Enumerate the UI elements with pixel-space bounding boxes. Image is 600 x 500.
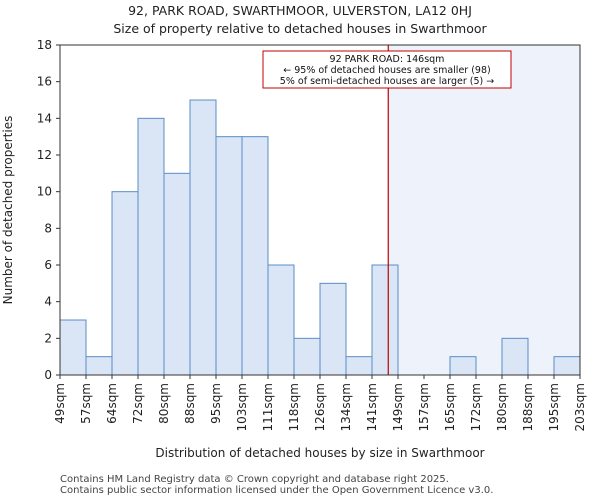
x-tick-label: 88sqm: [183, 383, 197, 424]
chart-subtitle: Size of property relative to detached ho…: [113, 21, 487, 36]
bar-57sqm: [85, 356, 113, 376]
x-tick-label: 195sqm: [547, 383, 561, 431]
y-tick-label: 0: [44, 368, 52, 382]
footer-line-2: Contains public sector information licen…: [60, 485, 494, 496]
annotation-box: [262, 50, 512, 89]
bar-195sqm: [553, 356, 581, 376]
y-tick-label: 10: [37, 185, 52, 199]
bar-141sqm: [371, 264, 399, 376]
y-tick-label: 18: [37, 38, 52, 52]
x-tick-label: 80sqm: [157, 383, 171, 424]
y-tick-label: 8: [44, 221, 52, 235]
highlight-region: [388, 45, 580, 375]
x-tick-label: 180sqm: [495, 383, 509, 431]
bar-95sqm: [215, 136, 243, 376]
x-tick-label: 141sqm: [365, 383, 379, 431]
y-tick-label: 14: [37, 111, 52, 125]
bar-180sqm: [501, 337, 529, 376]
x-tick-label: 157sqm: [417, 383, 431, 431]
bar-103sqm: [241, 136, 269, 376]
annotation-line-2: ← 95% of detached houses are smaller (98…: [283, 65, 490, 76]
x-tick-label: 64sqm: [105, 383, 119, 424]
bar-88sqm: [189, 99, 217, 376]
x-tick-label: 95sqm: [209, 383, 223, 424]
x-axis-label: Distribution of detached houses by size …: [155, 446, 484, 460]
x-tick-label: 72sqm: [131, 383, 145, 424]
histogram-chart: 0 2 4 6 8 10 12 14 16 18 49sqm 57sqm 64sqm 72sqm 80sqm…: [1, 38, 587, 460]
x-tick-label: 111sqm: [261, 383, 275, 431]
x-tick-label: 149sqm: [391, 383, 405, 431]
footer-line-1: Contains HM Land Registry data © Crown c…: [60, 474, 449, 485]
y-tick-label: 12: [37, 148, 52, 162]
y-axis-label: Number of detached properties: [1, 116, 15, 305]
y-tick-label: 16: [37, 75, 52, 89]
bar-134sqm: [345, 356, 373, 376]
bar-118sqm: [293, 337, 321, 376]
x-tick-label: 165sqm: [443, 383, 457, 431]
chart-title: 92, PARK ROAD, SWARTHMOOR, ULVERSTON, LA…: [128, 3, 472, 18]
x-tick-label: 103sqm: [235, 383, 249, 431]
y-tick-label: 4: [44, 295, 52, 309]
x-tick-label: 188sqm: [521, 383, 535, 431]
x-tick-label: 126sqm: [313, 383, 327, 431]
bar-80sqm: [163, 172, 191, 376]
x-tick-label: 49sqm: [53, 383, 67, 424]
bar-111sqm: [267, 264, 295, 376]
x-tick-label: 172sqm: [469, 383, 483, 431]
y-tick-label: 2: [44, 331, 52, 345]
x-tick-label: 57sqm: [79, 383, 93, 424]
bar-72sqm: [137, 117, 165, 376]
x-tick-label: 203sqm: [573, 383, 587, 431]
y-tick-label: 6: [44, 258, 52, 272]
annotation-line-1: 92 PARK ROAD: 146sqm: [330, 54, 445, 65]
bar-165sqm: [449, 356, 477, 376]
bar-49sqm: [59, 319, 87, 376]
x-tick-label: 118sqm: [287, 383, 301, 431]
bar-64sqm: [111, 191, 139, 376]
annotation-line-3: 5% of semi-detached houses are larger (5…: [280, 76, 494, 87]
bar-126sqm: [319, 282, 347, 376]
x-tick-label: 134sqm: [339, 383, 353, 431]
